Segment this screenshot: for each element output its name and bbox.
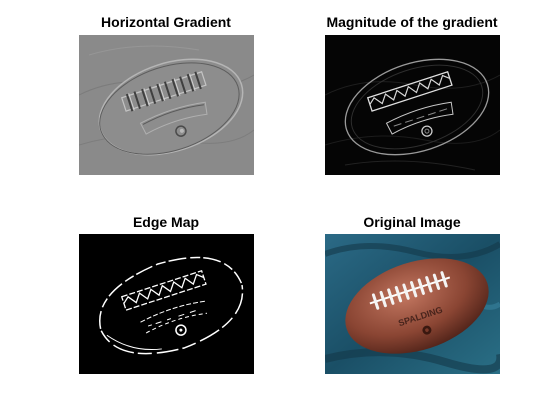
panel-title-horizontal-gradient: Horizontal Gradient bbox=[101, 14, 231, 30]
edge-map-image bbox=[79, 234, 254, 374]
panel-title-original-image: Original Image bbox=[363, 214, 461, 230]
axes-horizontal-gradient bbox=[79, 35, 254, 175]
axes-original-image: SPALDING bbox=[325, 234, 500, 374]
axes-gradient-magnitude bbox=[325, 35, 500, 175]
panel-title-edge-map: Edge Map bbox=[132, 214, 200, 230]
horizontal-gradient-image bbox=[79, 35, 254, 175]
gradient-magnitude-image bbox=[325, 35, 500, 175]
panel-title-gradient-magnitude: Magnitude of the gradient bbox=[326, 14, 498, 30]
original-image: SPALDING bbox=[325, 234, 500, 374]
axes-edge-map bbox=[79, 234, 254, 374]
